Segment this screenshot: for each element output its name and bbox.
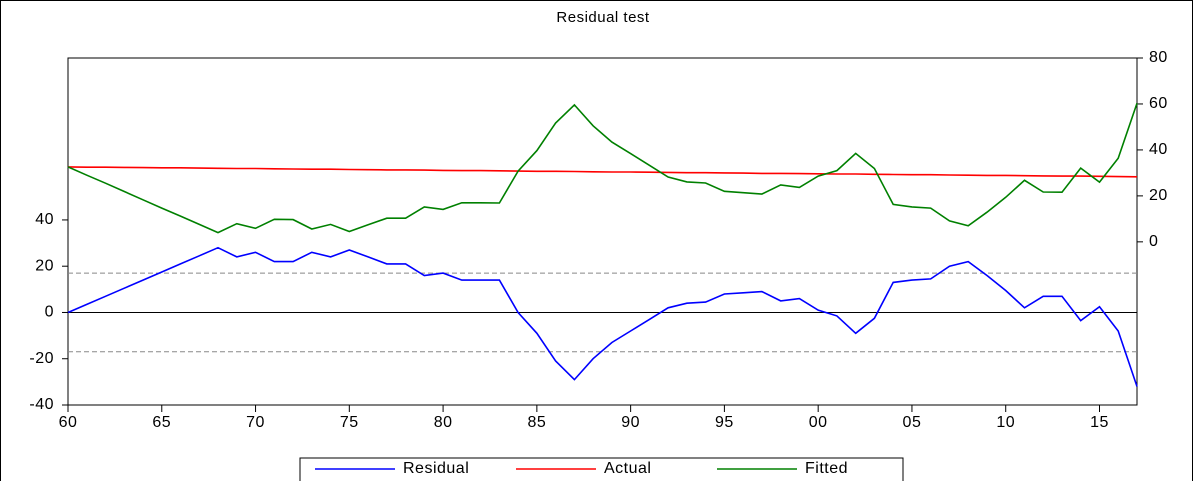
x-tick-label: 75	[340, 414, 359, 431]
x-tick-label: 00	[809, 414, 828, 431]
series-line	[67, 166, 1138, 178]
series-line	[67, 246, 1138, 387]
legend-label: Fitted	[805, 460, 848, 477]
legend-box	[299, 457, 904, 481]
y2-tick-label: 80	[1149, 49, 1168, 66]
legend-label: Residual	[403, 460, 469, 477]
x-tick-label: 10	[996, 414, 1015, 431]
x-tick-label: 65	[152, 414, 171, 431]
y-tick-label: 20	[35, 257, 54, 274]
y2-tick-label: 20	[1149, 187, 1168, 204]
x-tick-label: 70	[246, 414, 265, 431]
y-tick-label: 40	[35, 211, 54, 228]
x-tick-label: 15	[1090, 414, 1109, 431]
x-tick-label: 05	[903, 414, 922, 431]
x-tick-label: 60	[59, 414, 78, 431]
chart-title: Residual test	[556, 9, 650, 26]
y-tick-label: -40	[29, 396, 54, 413]
legend-label: Actual	[604, 460, 651, 477]
y-tick-label: -20	[29, 350, 54, 367]
y2-tick-label: 40	[1149, 141, 1168, 158]
x-tick-label: 85	[527, 414, 546, 431]
y2-tick-label: 60	[1149, 95, 1168, 112]
plot-area	[67, 57, 1138, 406]
series-line	[67, 103, 1138, 234]
x-tick-label: 90	[621, 414, 640, 431]
y-tick-label: 0	[45, 304, 54, 321]
y2-tick-label: 0	[1149, 233, 1158, 250]
x-tick-label: 95	[715, 414, 734, 431]
x-tick-label: 80	[434, 414, 453, 431]
